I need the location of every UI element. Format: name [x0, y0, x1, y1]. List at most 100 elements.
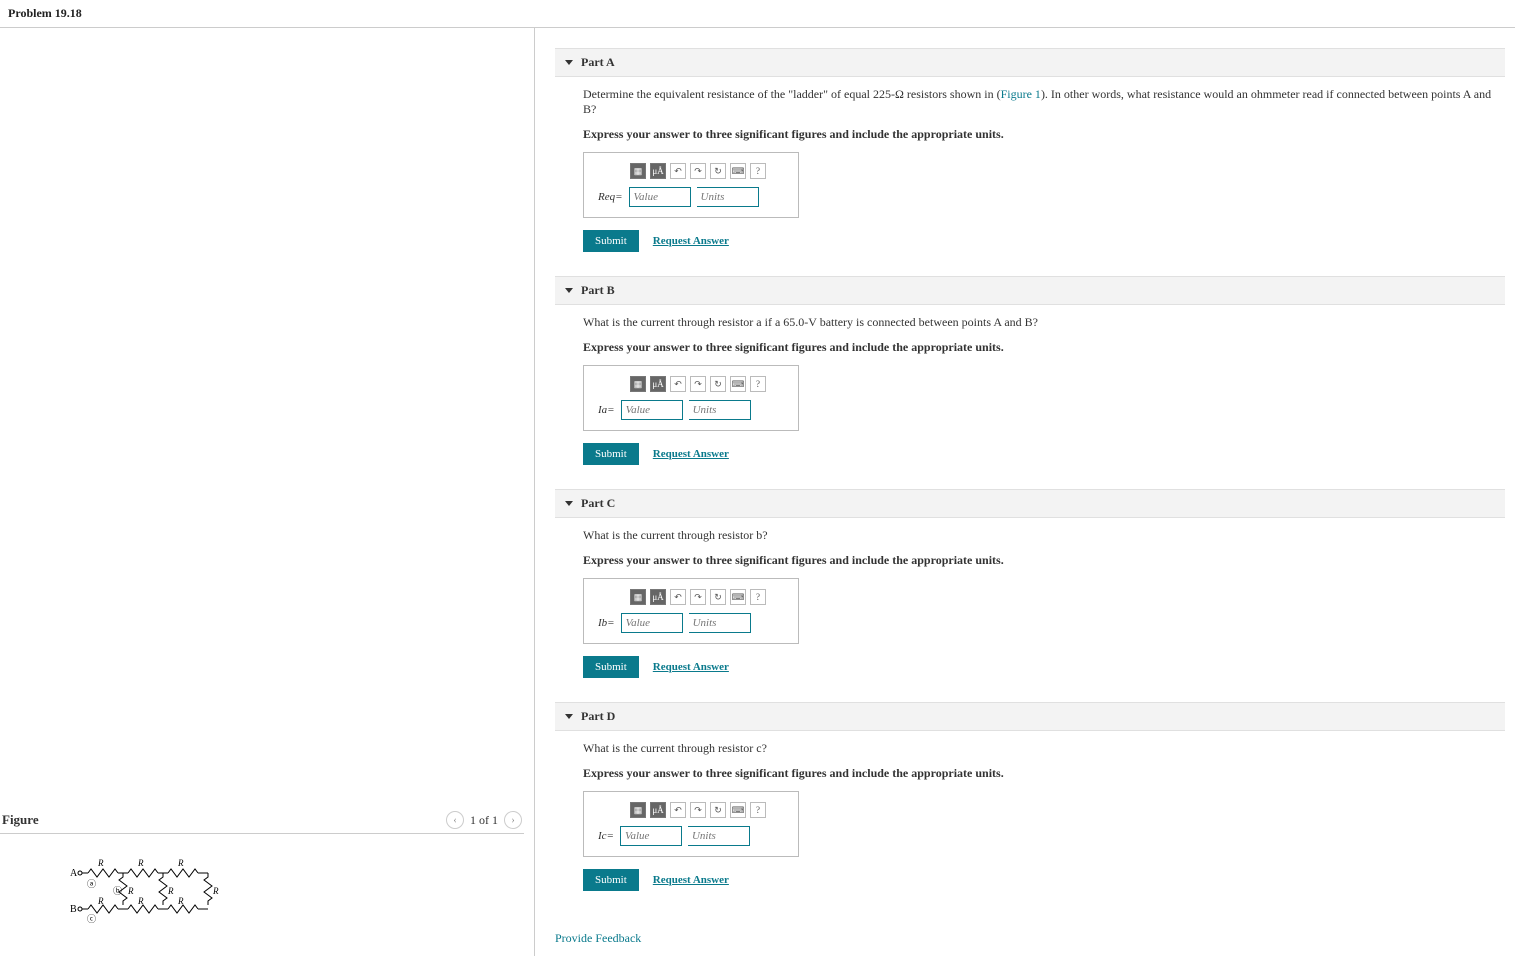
- help-icon[interactable]: ?: [750, 589, 766, 605]
- part-d-submit-button[interactable]: Submit: [583, 869, 639, 891]
- greek-icon[interactable]: μÅ: [650, 589, 666, 605]
- part-a-header[interactable]: Part A: [555, 48, 1505, 77]
- keyboard-icon[interactable]: ⌨: [730, 589, 746, 605]
- provide-feedback-link[interactable]: Provide Feedback: [555, 931, 641, 946]
- answer-toolbar: ▦ μÅ ↶ ↷ ↻ ⌨ ?: [630, 589, 784, 605]
- part-a-value-input[interactable]: [629, 187, 691, 207]
- part-a-submit-button[interactable]: Submit: [583, 230, 639, 252]
- part-a-request-answer[interactable]: Request Answer: [653, 235, 729, 247]
- part-c-title: Part C: [581, 496, 615, 511]
- help-icon[interactable]: ?: [750, 802, 766, 818]
- svg-text:ⓐ: ⓐ: [87, 879, 96, 889]
- part-d-value-input[interactable]: [620, 826, 682, 846]
- svg-text:R: R: [97, 896, 104, 906]
- keyboard-icon[interactable]: ⌨: [730, 376, 746, 392]
- part-d-body: What is the current through resistor c? …: [555, 731, 1505, 901]
- part-a: Part A Determine the equivalent resistan…: [555, 48, 1505, 262]
- figure-header: Figure ‹ 1 of 1 ›: [0, 807, 524, 834]
- part-d-header[interactable]: Part D: [555, 702, 1505, 731]
- redo-icon[interactable]: ↷: [690, 376, 706, 392]
- redo-icon[interactable]: ↷: [690, 163, 706, 179]
- svg-text:R: R: [97, 858, 104, 868]
- problem-header: Problem 19.18: [0, 0, 1515, 28]
- undo-icon[interactable]: ↶: [670, 163, 686, 179]
- reset-icon[interactable]: ↻: [710, 589, 726, 605]
- part-b-units-input[interactable]: [689, 400, 751, 420]
- part-c-request-answer[interactable]: Request Answer: [653, 661, 729, 673]
- part-a-units-input[interactable]: [697, 187, 759, 207]
- part-b-prompt: What is the current through resistor a i…: [583, 315, 1495, 330]
- templates-icon[interactable]: ▦: [630, 802, 646, 818]
- part-d-answer-row: Ic=: [598, 826, 784, 846]
- templates-icon[interactable]: ▦: [630, 163, 646, 179]
- main-layout: Figure ‹ 1 of 1 › A: [0, 28, 1515, 956]
- part-c-value-input[interactable]: [621, 613, 683, 633]
- svg-text:R: R: [167, 886, 174, 896]
- svg-text:R: R: [177, 858, 184, 868]
- greek-icon[interactable]: μÅ: [650, 376, 666, 392]
- help-icon[interactable]: ?: [750, 376, 766, 392]
- part-a-var: Req=: [598, 191, 623, 203]
- part-d-answer-box: ▦ μÅ ↶ ↷ ↻ ⌨ ? Ic=: [583, 791, 799, 857]
- part-d-prompt: What is the current through resistor c?: [583, 741, 1495, 756]
- circuit-diagram: A B: [70, 854, 270, 934]
- keyboard-icon[interactable]: ⌨: [730, 802, 746, 818]
- undo-icon[interactable]: ↶: [670, 376, 686, 392]
- svg-text:R: R: [127, 886, 134, 896]
- svg-text:R: R: [212, 886, 219, 896]
- reset-icon[interactable]: ↻: [710, 163, 726, 179]
- part-b-submit-button[interactable]: Submit: [583, 443, 639, 465]
- part-a-prompt: Determine the equivalent resistance of t…: [583, 87, 1495, 117]
- redo-icon[interactable]: ↷: [690, 589, 706, 605]
- left-pane: Figure ‹ 1 of 1 › A: [0, 28, 535, 956]
- part-c-header[interactable]: Part C: [555, 489, 1505, 518]
- svg-text:R: R: [137, 896, 144, 906]
- figure-nav: ‹ 1 of 1 ›: [446, 811, 522, 829]
- collapse-icon: [565, 501, 573, 506]
- part-c-units-input[interactable]: [689, 613, 751, 633]
- undo-icon[interactable]: ↶: [670, 802, 686, 818]
- right-pane: Part A Determine the equivalent resistan…: [535, 28, 1515, 956]
- collapse-icon: [565, 288, 573, 293]
- problem-title: Problem 19.18: [8, 6, 82, 20]
- part-c-submit-button[interactable]: Submit: [583, 656, 639, 678]
- reset-icon[interactable]: ↻: [710, 802, 726, 818]
- part-b-request-answer[interactable]: Request Answer: [653, 448, 729, 460]
- part-a-instruct: Express your answer to three significant…: [583, 127, 1495, 142]
- undo-icon[interactable]: ↶: [670, 589, 686, 605]
- part-d-title: Part D: [581, 709, 615, 724]
- figure-link[interactable]: Figure 1: [1001, 87, 1041, 101]
- part-b-submit-row: Submit Request Answer: [583, 443, 1495, 465]
- keyboard-icon[interactable]: ⌨: [730, 163, 746, 179]
- collapse-icon: [565, 60, 573, 65]
- part-d-var: Ic=: [598, 830, 614, 842]
- answer-toolbar: ▦ μÅ ↶ ↷ ↻ ⌨ ?: [630, 163, 784, 179]
- part-d-request-answer[interactable]: Request Answer: [653, 874, 729, 886]
- figure-next-button[interactable]: ›: [504, 811, 522, 829]
- part-c: Part C What is the current through resis…: [555, 489, 1505, 688]
- part-b-header[interactable]: Part B: [555, 276, 1505, 305]
- part-b-value-input[interactable]: [621, 400, 683, 420]
- figure-panel: Figure ‹ 1 of 1 › A: [0, 807, 524, 938]
- help-icon[interactable]: ?: [750, 163, 766, 179]
- part-b-instruct: Express your answer to three significant…: [583, 340, 1495, 355]
- part-c-var: Ib=: [598, 617, 615, 629]
- svg-text:ⓑ: ⓑ: [113, 886, 122, 896]
- svg-text:B: B: [70, 904, 77, 915]
- figure-prev-button[interactable]: ‹: [446, 811, 464, 829]
- part-d-submit-row: Submit Request Answer: [583, 869, 1495, 891]
- greek-icon[interactable]: μÅ: [650, 163, 666, 179]
- part-b-body: What is the current through resistor a i…: [555, 305, 1505, 475]
- templates-icon[interactable]: ▦: [630, 376, 646, 392]
- redo-icon[interactable]: ↷: [690, 802, 706, 818]
- collapse-icon: [565, 714, 573, 719]
- part-a-submit-row: Submit Request Answer: [583, 230, 1495, 252]
- part-a-answer-row: Req=: [598, 187, 784, 207]
- templates-icon[interactable]: ▦: [630, 589, 646, 605]
- part-c-answer-box: ▦ μÅ ↶ ↷ ↻ ⌨ ? Ib=: [583, 578, 799, 644]
- reset-icon[interactable]: ↻: [710, 376, 726, 392]
- part-b-answer-row: Ia=: [598, 400, 784, 420]
- part-d-units-input[interactable]: [688, 826, 750, 846]
- part-b-answer-box: ▦ μÅ ↶ ↷ ↻ ⌨ ? Ia=: [583, 365, 799, 431]
- greek-icon[interactable]: μÅ: [650, 802, 666, 818]
